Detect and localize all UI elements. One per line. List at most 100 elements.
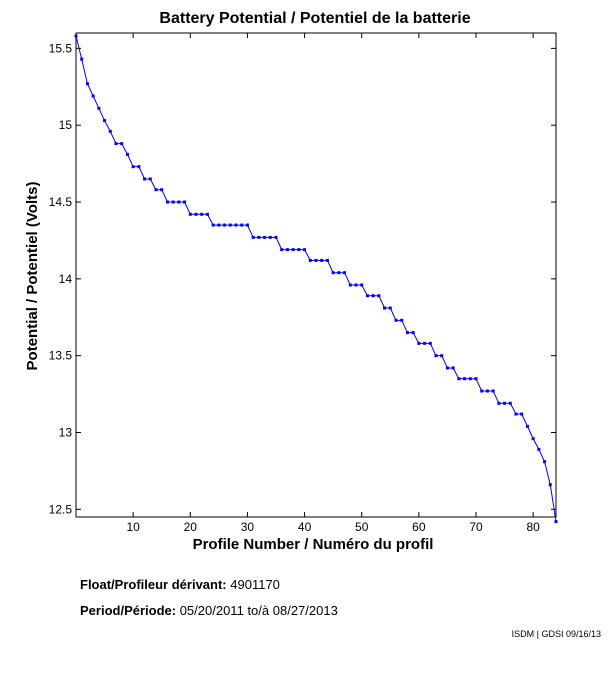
data-point <box>228 223 232 227</box>
data-point <box>160 188 164 192</box>
plot-frame <box>75 32 557 518</box>
data-point <box>554 520 558 524</box>
data-point <box>383 306 387 310</box>
data-point <box>400 318 404 322</box>
data-point <box>325 258 329 262</box>
data-point <box>405 331 409 335</box>
data-point <box>280 248 284 252</box>
data-point <box>143 177 147 181</box>
data-point <box>451 366 455 370</box>
x-tick-label: 20 <box>184 520 198 534</box>
data-point <box>520 412 524 416</box>
data-point <box>240 223 244 227</box>
data-point <box>188 212 192 216</box>
data-point <box>148 177 152 181</box>
data-point <box>183 200 187 204</box>
data-point <box>103 119 107 123</box>
x-tick-label: 50 <box>355 520 369 534</box>
data-point <box>263 235 267 239</box>
x-axis-label: Profile Number / Numéro du profil <box>193 536 434 553</box>
data-point <box>320 258 324 262</box>
data-point <box>537 447 541 451</box>
y-axis-label: Potential / Potentiel (Volts) <box>24 182 41 371</box>
data-point <box>308 258 312 262</box>
data-point <box>331 271 335 275</box>
data-point <box>154 188 158 192</box>
y-tick-label: 14.5 <box>49 195 73 209</box>
data-point <box>200 212 204 216</box>
data-point <box>268 235 272 239</box>
float-label: Float/Profileur dérivant: <box>80 577 227 592</box>
data-point <box>365 294 369 298</box>
data-point <box>411 331 415 335</box>
float-value: 4901170 <box>230 577 280 592</box>
data-point <box>303 248 307 252</box>
float-info: Float/Profileur dérivant: 4901170 <box>80 577 280 592</box>
x-tick-label: 70 <box>469 520 483 534</box>
data-point <box>348 283 352 287</box>
data-point <box>291 248 295 252</box>
data-point <box>543 460 547 464</box>
data-point <box>388 306 392 310</box>
data-point <box>120 142 124 146</box>
data-point <box>194 212 198 216</box>
series-layer <box>74 34 558 524</box>
data-point <box>463 377 467 381</box>
data-point <box>377 294 381 298</box>
data-point <box>177 200 181 204</box>
x-tick-label: 10 <box>126 520 140 534</box>
data-point <box>234 223 238 227</box>
data-point <box>285 248 289 252</box>
data-point <box>514 412 518 416</box>
data-point <box>485 389 489 393</box>
data-point <box>417 341 421 345</box>
data-point <box>457 377 461 381</box>
data-point <box>251 235 255 239</box>
data-point <box>531 437 535 441</box>
data-point <box>480 389 484 393</box>
data-point <box>440 354 444 358</box>
data-point <box>171 200 175 204</box>
data-point <box>423 341 427 345</box>
data-point <box>343 271 347 275</box>
credit-text: ISDM | GDSI 09/16/13 <box>511 629 601 639</box>
x-tick-label: 40 <box>298 520 312 534</box>
data-point <box>223 223 227 227</box>
data-point <box>108 129 112 133</box>
data-point <box>474 377 478 381</box>
y-axis: 12.5 13 13.5 14 14.5 15 15.5 <box>49 41 556 516</box>
y-tick-label: 15.5 <box>49 41 73 55</box>
y-tick-label: 13 <box>59 425 73 439</box>
chart-title: Battery Potential / Potentiel de la batt… <box>159 10 470 27</box>
data-point <box>497 401 501 405</box>
period-end: 08/27/2013 <box>272 603 338 618</box>
data-point <box>91 94 95 98</box>
period-sep: to/à <box>247 603 270 618</box>
x-tick-label: 60 <box>412 520 426 534</box>
period-start: 05/20/2011 <box>179 603 244 618</box>
data-point <box>360 283 364 287</box>
y-tick-label: 13.5 <box>49 349 73 363</box>
data-point <box>394 318 398 322</box>
data-point <box>491 389 495 393</box>
data-point <box>428 341 432 345</box>
data-point <box>257 235 261 239</box>
period-info: Period/Période: 05/20/2011 to/à 08/27/20… <box>80 603 338 618</box>
data-point <box>508 401 512 405</box>
data-point <box>434 354 438 358</box>
y-tick-label: 15 <box>59 118 73 132</box>
data-point <box>211 223 215 227</box>
x-tick-label: 80 <box>526 520 540 534</box>
data-point <box>137 165 141 169</box>
data-point <box>131 165 135 169</box>
data-point <box>371 294 375 298</box>
y-tick-label: 12.5 <box>49 502 73 516</box>
data-point <box>337 271 341 275</box>
data-point <box>205 212 209 216</box>
data-point <box>468 377 472 381</box>
data-point <box>525 424 529 428</box>
data-point <box>245 223 249 227</box>
data-point <box>165 200 169 204</box>
period-label: Period/Période: <box>80 603 177 618</box>
